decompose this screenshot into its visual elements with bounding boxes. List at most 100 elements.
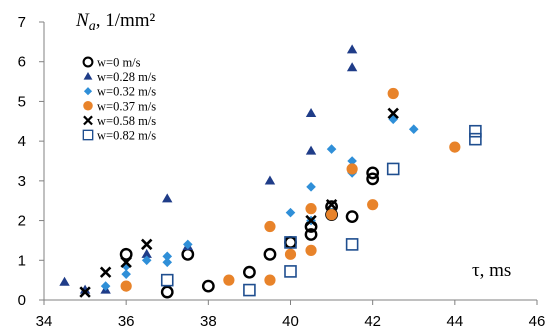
series-0: [119, 166, 380, 299]
legend-label: w=0.58 m/s: [97, 114, 156, 128]
data-point: [162, 251, 173, 262]
data-point: [79, 286, 91, 298]
x-tick-label: 46: [529, 313, 546, 330]
data-point: [346, 44, 358, 54]
data-point: [285, 207, 296, 218]
legend-item: w=0.82 m/s: [82, 129, 156, 143]
data-point: [264, 220, 276, 233]
data-point: [306, 182, 316, 192]
svg-text:Na, 1/mm²: Na, 1/mm²: [75, 10, 156, 34]
y-axis-title: Na, 1/mm²: [75, 10, 156, 34]
data-point: [305, 203, 317, 215]
data-point: [284, 265, 297, 278]
data-point: [182, 239, 193, 250]
data-point: [140, 238, 153, 251]
legend-item: w=0 m/s: [82, 56, 141, 70]
data-point: [305, 244, 317, 256]
data-point: [345, 210, 359, 224]
data-point: [469, 124, 482, 138]
legend-marker: [83, 72, 93, 80]
legend-item: w=0.58 m/s: [83, 114, 156, 128]
data-point: [264, 274, 276, 286]
legend-label: w=0.37 m/s: [97, 99, 156, 113]
data-point: [325, 198, 338, 211]
y-tick-label: 4: [18, 133, 26, 150]
x-tick-label: 38: [200, 313, 217, 330]
data-point: [449, 141, 461, 153]
data-point: [223, 274, 235, 286]
data-point: [347, 156, 357, 166]
data-marks: [59, 44, 482, 299]
legend-marker: [83, 115, 93, 126]
data-point: [284, 248, 297, 260]
data-point: [408, 124, 419, 135]
x-tick-label: 44: [446, 313, 463, 330]
data-point: [305, 145, 317, 155]
x-tick-label: 34: [36, 313, 53, 330]
data-point: [243, 265, 256, 279]
legend-label: w=0.82 m/s: [97, 129, 156, 143]
data-point: [386, 162, 400, 176]
legend-label: w=0 m/s: [97, 56, 141, 70]
y-tick-label: 5: [18, 93, 26, 110]
legend: w=0 m/sw=0.28 m/sw=0.32 m/sw=0.37 m/sw=0…: [82, 56, 156, 143]
series-5: [160, 124, 482, 297]
series-1: [59, 44, 358, 294]
y-tick-label: 1: [18, 252, 26, 269]
data-point: [141, 248, 152, 258]
x-axis-title: τ, ms: [472, 260, 511, 281]
data-point: [366, 172, 380, 186]
data-point: [160, 273, 174, 287]
legend-label: w=0.28 m/s: [97, 70, 156, 84]
data-point: [264, 175, 276, 185]
x-ticks: 34 36 38 40 42 44 46: [36, 300, 546, 330]
data-point: [326, 144, 337, 154]
data-point: [120, 256, 132, 268]
data-point: [243, 283, 256, 297]
data-point: [201, 279, 215, 293]
data-point: [366, 166, 380, 180]
data-point: [119, 247, 133, 261]
y-ticks: 0 1 2 3 4 5 6 7: [18, 14, 44, 309]
x-tick-label: 36: [118, 313, 135, 330]
y-tick-label: 2: [18, 213, 26, 230]
data-point: [284, 236, 297, 249]
data-point: [469, 132, 482, 146]
data-point: [346, 62, 358, 72]
y-axis-title-unit: , 1/mm²: [96, 10, 156, 31]
data-point: [325, 209, 338, 221]
legend-item: w=0.37 m/s: [83, 99, 156, 113]
data-point: [120, 280, 132, 292]
y-axis-title-sub: a: [89, 19, 96, 34]
series-3: [120, 87, 461, 292]
data-point: [79, 284, 91, 294]
x-tick-label: 42: [364, 313, 381, 330]
y-tick-label: 3: [18, 173, 26, 190]
series-4: [79, 107, 399, 298]
data-point: [121, 261, 131, 272]
data-point: [99, 266, 112, 278]
data-point: [305, 107, 317, 117]
data-point: [121, 269, 131, 279]
data-point: [367, 199, 379, 211]
data-point: [59, 276, 70, 286]
data-point: [387, 87, 399, 100]
y-axis-title-main: N: [75, 10, 90, 31]
x-tick-label: 40: [282, 313, 299, 330]
y-tick-label: 7: [18, 14, 26, 31]
data-point: [100, 281, 111, 291]
legend-item: w=0.32 m/s: [83, 85, 156, 99]
data-point: [162, 193, 173, 203]
data-point: [345, 238, 359, 251]
data-point: [181, 247, 195, 261]
data-point: [305, 214, 317, 227]
y-tick-label: 6: [18, 54, 26, 71]
data-point: [263, 247, 277, 261]
legend-item: w=0.28 m/s: [83, 70, 156, 84]
data-point: [162, 257, 173, 268]
data-point: [387, 107, 399, 120]
data-point: [346, 163, 358, 175]
data-point: [160, 285, 174, 299]
